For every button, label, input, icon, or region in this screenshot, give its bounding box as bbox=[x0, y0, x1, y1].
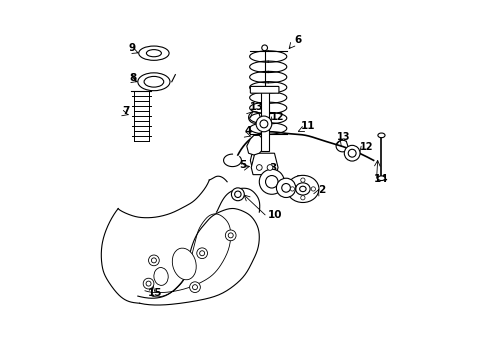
Circle shape bbox=[197, 248, 207, 258]
Circle shape bbox=[348, 149, 356, 157]
Text: 5: 5 bbox=[240, 160, 247, 170]
Ellipse shape bbox=[295, 183, 310, 195]
Circle shape bbox=[290, 187, 294, 191]
Ellipse shape bbox=[287, 175, 319, 203]
Circle shape bbox=[267, 165, 273, 170]
FancyBboxPatch shape bbox=[250, 86, 279, 93]
Circle shape bbox=[193, 285, 197, 290]
Circle shape bbox=[256, 116, 272, 132]
Text: 12: 12 bbox=[360, 142, 373, 152]
Circle shape bbox=[266, 176, 278, 188]
Circle shape bbox=[256, 165, 262, 170]
Text: 7: 7 bbox=[122, 106, 129, 116]
Text: 11: 11 bbox=[300, 121, 315, 131]
Ellipse shape bbox=[378, 133, 385, 138]
Ellipse shape bbox=[147, 50, 161, 57]
Circle shape bbox=[276, 178, 296, 198]
Circle shape bbox=[148, 255, 159, 266]
Text: 6: 6 bbox=[294, 35, 301, 45]
Circle shape bbox=[151, 258, 156, 263]
Text: 4: 4 bbox=[245, 126, 252, 136]
Circle shape bbox=[262, 45, 268, 51]
Ellipse shape bbox=[300, 186, 306, 192]
Circle shape bbox=[301, 178, 305, 182]
Ellipse shape bbox=[144, 76, 164, 87]
Bar bbox=[261, 91, 269, 152]
Circle shape bbox=[143, 278, 154, 289]
Ellipse shape bbox=[378, 176, 385, 180]
Text: 8: 8 bbox=[129, 73, 136, 83]
Circle shape bbox=[344, 145, 360, 161]
Ellipse shape bbox=[154, 267, 168, 285]
Text: 13: 13 bbox=[337, 132, 351, 142]
Text: 12: 12 bbox=[270, 112, 284, 122]
Circle shape bbox=[199, 251, 205, 256]
Circle shape bbox=[231, 188, 245, 201]
Circle shape bbox=[190, 282, 200, 293]
Circle shape bbox=[259, 169, 284, 194]
Polygon shape bbox=[247, 135, 265, 155]
Circle shape bbox=[311, 187, 316, 191]
Ellipse shape bbox=[138, 73, 170, 91]
Text: 15: 15 bbox=[148, 288, 162, 298]
Text: 13: 13 bbox=[249, 102, 263, 112]
Ellipse shape bbox=[172, 248, 196, 280]
Circle shape bbox=[228, 233, 233, 238]
Circle shape bbox=[235, 191, 241, 198]
Text: 2: 2 bbox=[318, 185, 325, 194]
Circle shape bbox=[301, 195, 305, 200]
Circle shape bbox=[260, 120, 268, 128]
Text: 10: 10 bbox=[268, 210, 283, 220]
Text: 9: 9 bbox=[129, 43, 136, 53]
Polygon shape bbox=[251, 153, 278, 175]
Circle shape bbox=[146, 281, 151, 286]
Circle shape bbox=[225, 230, 236, 241]
Circle shape bbox=[282, 184, 291, 192]
Text: 3: 3 bbox=[269, 163, 276, 173]
Ellipse shape bbox=[139, 46, 169, 60]
Text: 14: 14 bbox=[373, 174, 388, 184]
Text: 1: 1 bbox=[296, 175, 303, 185]
